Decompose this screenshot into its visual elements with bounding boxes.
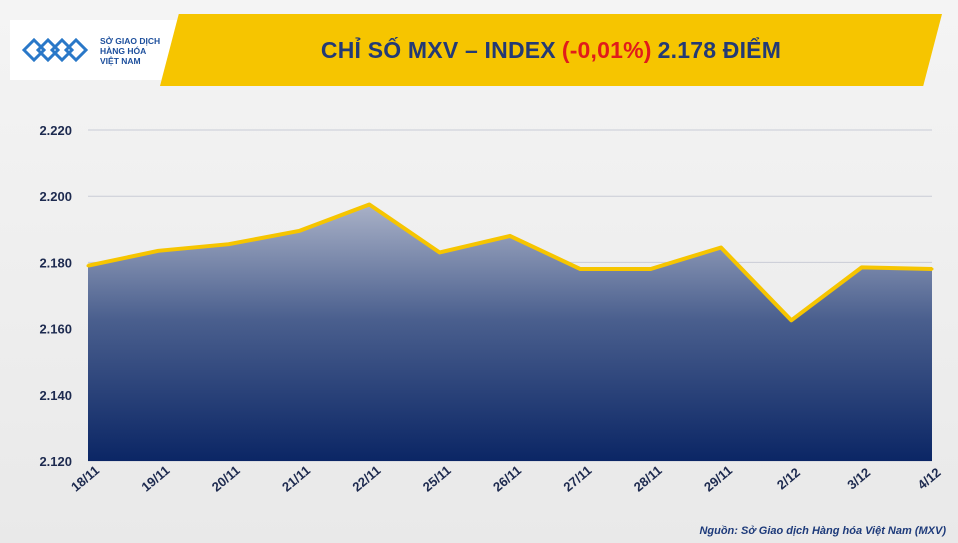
x-tick-label: 26/11 <box>490 463 524 495</box>
x-tick-label: 3/12 <box>844 465 873 493</box>
data-point <box>578 267 582 271</box>
x-tick-label: 2/12 <box>774 465 803 493</box>
data-point <box>789 318 793 322</box>
data-point <box>227 242 231 246</box>
y-tick-label: 2.160 <box>39 322 72 337</box>
title-prefix: CHỈ SỐ MXV – INDEX <box>320 36 556 63</box>
data-point <box>719 246 723 250</box>
chart-title: CHỈ SỐ MXV – INDEX (-0,01%) 2.178 ĐIỂM <box>160 14 942 86</box>
area-fill <box>88 204 932 461</box>
data-point <box>649 267 653 271</box>
title-change: (-0,01%) <box>561 36 652 63</box>
y-tick-label: 2.140 <box>39 388 72 403</box>
x-tick-label: 29/11 <box>701 463 735 495</box>
y-tick-label: 2.120 <box>39 454 72 469</box>
logo-line-3: VIỆT NAM <box>100 56 141 66</box>
logo <box>10 20 178 80</box>
logo-text: SỞ GIAO DỊCH HÀNG HÓA VIỆT NAM <box>100 36 160 66</box>
title-banner <box>160 14 942 86</box>
x-tick-label: 18/11 <box>68 463 102 495</box>
data-point <box>367 202 371 206</box>
data-point <box>438 250 442 254</box>
y-tick-label: 2.200 <box>39 189 72 204</box>
x-tick-label: 28/11 <box>631 463 665 495</box>
x-tick-label: 21/11 <box>279 463 313 495</box>
data-point <box>860 265 864 269</box>
data-point <box>930 267 934 271</box>
data-point <box>86 264 90 268</box>
x-tick-label: 22/11 <box>349 463 383 495</box>
data-point <box>508 234 512 238</box>
x-tick-label: 27/11 <box>560 463 594 495</box>
source-note: Nguồn: Sở Giao dịch Hàng hóa Việt Nam (M… <box>699 525 946 537</box>
x-tick-label: 4/12 <box>915 465 944 493</box>
x-tick-label: 20/11 <box>209 463 243 495</box>
data-point <box>156 249 160 253</box>
y-tick-label: 2.180 <box>39 255 72 270</box>
x-tick-label: 25/11 <box>420 463 454 495</box>
x-tick-label: 19/11 <box>138 463 172 495</box>
y-tick-label: 2.220 <box>39 123 72 138</box>
logo-line-1: SỞ GIAO DỊCH <box>100 36 161 46</box>
logo-mark-icon <box>21 37 89 63</box>
logo-line-2: HÀNG HÓA <box>100 46 147 56</box>
data-point <box>297 229 301 233</box>
title-suffix: 2.178 ĐIỂM <box>657 36 782 63</box>
